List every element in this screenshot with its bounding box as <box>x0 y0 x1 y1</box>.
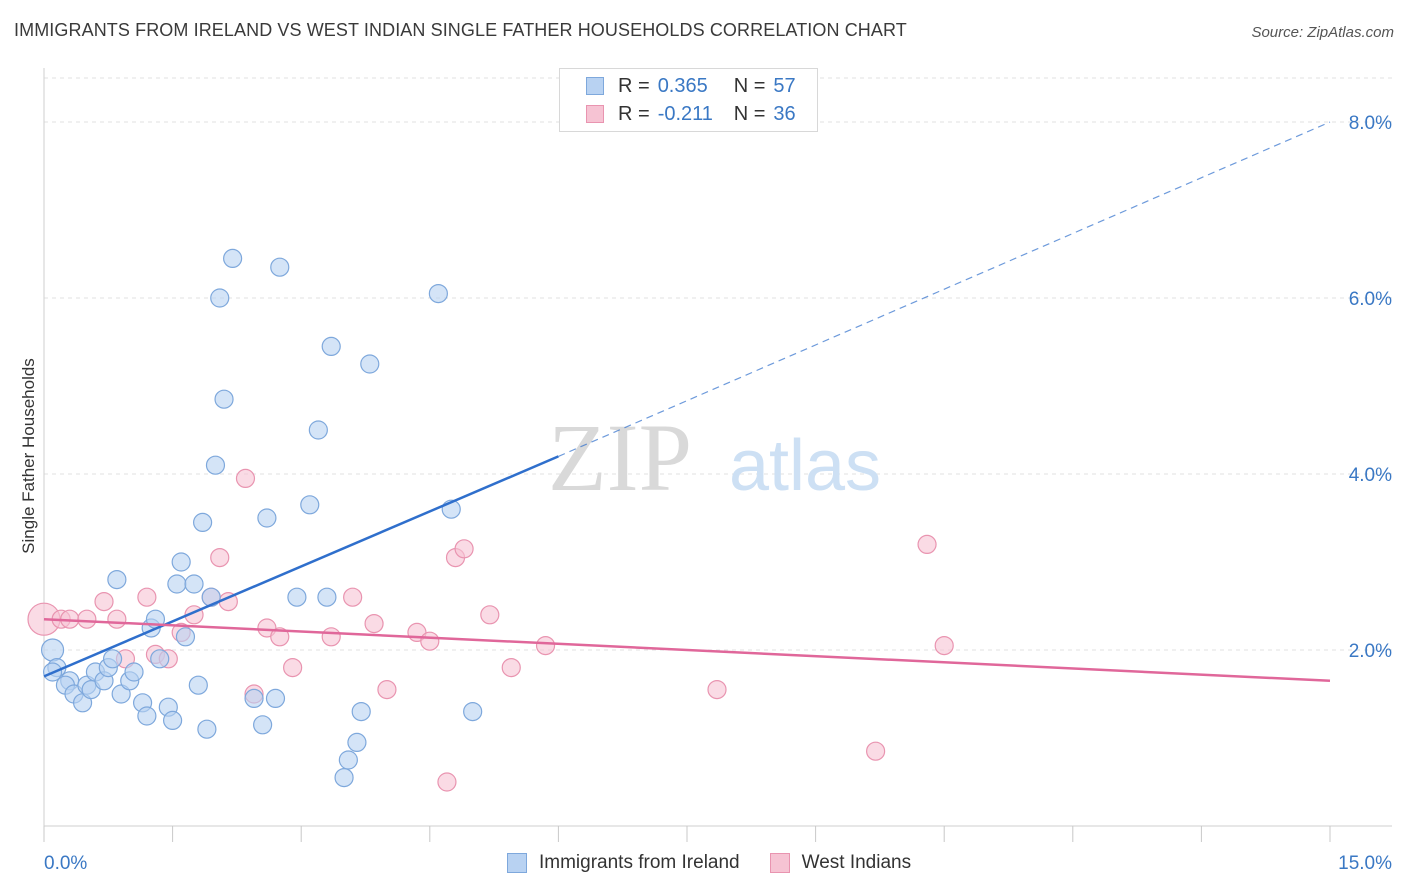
data-point-ireland <box>197 719 217 739</box>
y-tick-label: 8.0% <box>1349 113 1392 134</box>
legend-swatch-pink <box>586 105 604 123</box>
data-point-ireland <box>210 288 230 308</box>
data-point-west-indians <box>866 741 886 761</box>
data-point-west-indians <box>77 609 97 629</box>
data-point-ireland <box>347 732 367 753</box>
data-point-ireland <box>300 495 320 515</box>
data-point-west-indians <box>343 587 363 607</box>
data-point-ireland <box>214 389 234 409</box>
data-point-ireland <box>223 248 243 268</box>
data-point-west-indians <box>283 657 303 678</box>
data-point-west-indians <box>94 591 114 612</box>
data-point-ireland <box>167 574 187 594</box>
source-label: Source: ZipAtlas.com <box>1251 24 1394 41</box>
legend-r-value: 0.365 <box>657 74 708 97</box>
legend-row-west-indians: R = -0.211 N = 36 <box>586 103 796 125</box>
trendline-west-indians <box>43 617 1331 683</box>
data-point-ireland <box>163 710 183 731</box>
watermark-zip: ZIP <box>548 404 692 511</box>
trendline-ireland-extension <box>558 121 1331 457</box>
data-point-west-indians <box>420 631 440 651</box>
data-point-west-indians <box>480 605 500 625</box>
data-point-ireland <box>40 638 65 662</box>
data-point-ireland <box>175 627 196 647</box>
data-point-west-indians <box>377 679 397 700</box>
data-point-ireland <box>150 649 170 669</box>
legend-r-label: R = <box>618 74 650 97</box>
data-point-ireland <box>270 257 290 277</box>
series-label-ireland: Immigrants from Ireland <box>539 852 740 873</box>
data-point-ireland <box>334 767 354 788</box>
data-point-ireland <box>102 649 123 669</box>
x-tick-label: 0.0% <box>44 853 87 874</box>
data-point-ireland <box>244 688 264 709</box>
data-point-ireland <box>321 336 341 356</box>
legend-r-label: R = <box>618 102 650 125</box>
data-point-west-indians <box>501 657 521 678</box>
data-point-ireland <box>137 706 157 726</box>
data-point-west-indians <box>934 635 954 656</box>
stats-legend: R = 0.365 N = 57 R = -0.211 N = 36 <box>559 68 818 132</box>
data-point-west-indians <box>321 627 341 647</box>
data-point-west-indians <box>107 609 127 629</box>
data-point-west-indians <box>917 534 937 555</box>
y-tick-label: 6.0% <box>1349 289 1392 310</box>
series-legend-ireland: Immigrants from Ireland <box>507 852 740 874</box>
data-point-west-indians <box>535 635 556 656</box>
legend-n-label: N = <box>733 102 766 125</box>
series-legend-west-indians: West Indians <box>769 852 912 874</box>
data-point-ireland <box>257 508 277 528</box>
data-point-west-indians <box>235 468 256 488</box>
data-point-ireland <box>428 284 448 304</box>
data-point-ireland <box>351 701 371 722</box>
data-point-ireland <box>205 455 226 475</box>
data-point-west-indians <box>707 679 727 700</box>
legend-n-label: N = <box>733 74 766 97</box>
y-tick-label: 2.0% <box>1349 641 1392 662</box>
data-point-ireland <box>188 675 208 695</box>
series-swatch-pink <box>769 853 790 873</box>
data-point-ireland <box>253 715 273 735</box>
legend-swatch-blue <box>586 77 604 95</box>
legend-r-value: -0.211 <box>657 102 713 125</box>
data-point-west-indians <box>364 613 384 634</box>
data-point-west-indians <box>454 539 474 559</box>
x-tick-label: 15.0% <box>1338 853 1392 874</box>
data-point-west-indians <box>270 627 290 647</box>
data-point-ireland <box>287 587 307 607</box>
series-legend: Immigrants from Ireland West Indians <box>507 852 941 874</box>
data-point-ireland <box>124 662 144 682</box>
legend-n-value: 36 <box>773 102 796 125</box>
data-point-west-indians <box>210 547 230 568</box>
trendline-ireland <box>43 455 559 678</box>
data-point-ireland <box>308 420 328 440</box>
data-point-ireland <box>107 569 127 590</box>
data-point-west-indians <box>437 772 457 792</box>
data-point-ireland <box>193 512 213 533</box>
series-label-west-indians: West Indians <box>801 852 912 873</box>
watermark-atlas: atlas <box>729 426 881 506</box>
data-point-ireland <box>171 552 191 572</box>
y-tick-label: 4.0% <box>1349 465 1392 486</box>
data-point-ireland <box>360 354 380 374</box>
data-point-ireland <box>265 688 286 709</box>
data-point-ireland <box>338 750 358 770</box>
data-point-ireland <box>463 701 483 722</box>
data-point-ireland <box>184 574 204 594</box>
series-swatch-blue <box>507 853 527 873</box>
legend-row-ireland: R = 0.365 N = 57 <box>586 75 796 97</box>
data-point-west-indians <box>137 587 157 607</box>
data-point-ireland <box>317 587 337 607</box>
legend-n-value: 57 <box>773 74 796 97</box>
chart-title: IMMIGRANTS FROM IRELAND VS WEST INDIAN S… <box>14 20 907 40</box>
